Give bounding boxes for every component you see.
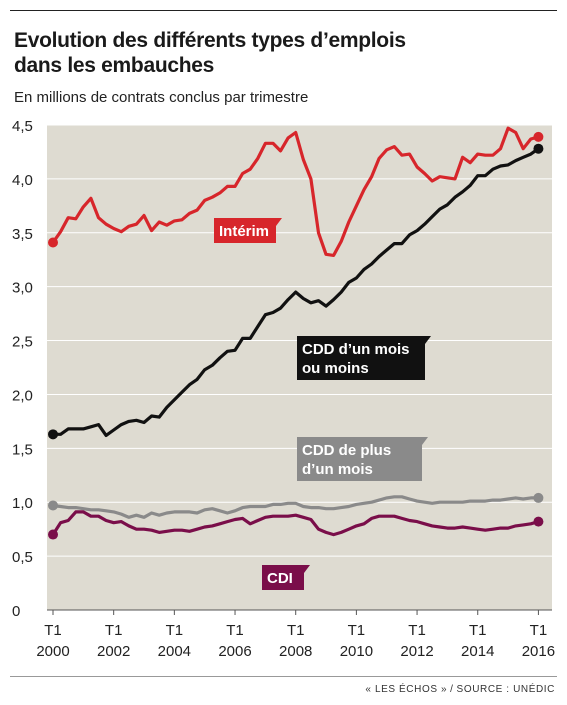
- series-label-interim: Intérim: [219, 223, 269, 240]
- chart-subtitle: En millions de contrats conclus par trim…: [14, 89, 309, 106]
- chart-title: Evolution des différents types d’emplois…: [14, 28, 544, 78]
- y-tick-label: 1,0: [12, 495, 33, 512]
- series-label-cdd-long: d’un mois: [302, 461, 373, 478]
- x-tick-year-label: 2012: [400, 643, 433, 660]
- y-tick-label: 0,5: [12, 549, 33, 566]
- series-endpoint-cdd-short: [533, 143, 544, 154]
- y-tick-label: 2,5: [12, 334, 33, 351]
- y-tick-label: 4,5: [12, 118, 33, 135]
- y-tick-label: 1,5: [12, 441, 33, 458]
- x-tick-year-label: 2008: [279, 643, 312, 660]
- credit-text: « LES ÉCHOS »: [365, 684, 448, 695]
- series-label-notch-interim: [276, 218, 282, 226]
- series-endpoint-interim: [48, 237, 58, 248]
- x-tick-year-label: 2010: [340, 643, 373, 660]
- series-label-cdi: CDI: [267, 570, 293, 587]
- source-text: SOURCE : UNÉDIC: [456, 684, 555, 695]
- x-tick-year-label: 2000: [36, 643, 69, 660]
- x-tick-year-label: 2016: [522, 643, 555, 660]
- series-endpoint-cdd-long: [48, 500, 58, 511]
- x-tick-quarter-label: T1: [348, 622, 366, 639]
- x-tick-quarter-label: T1: [44, 622, 62, 639]
- x-tick-quarter-label: T1: [166, 622, 184, 639]
- source-separator: /: [450, 684, 454, 695]
- bottom-rule: [10, 676, 557, 677]
- series-line-cdd-long: [51, 495, 540, 519]
- series-endpoint-cdi: [533, 516, 544, 527]
- top-rule: [10, 10, 557, 11]
- series-endpoint-interim: [533, 131, 544, 142]
- chart-title-line-1: Evolution des différents types d’emplois: [14, 29, 406, 52]
- x-tick-year-label: 2004: [158, 643, 191, 660]
- series-label-box-cdd-long: [297, 437, 422, 481]
- series-endpoint-cdi: [48, 529, 58, 540]
- x-tick-quarter-label: T1: [287, 622, 305, 639]
- x-tick-year-label: 2014: [461, 643, 494, 660]
- series-label-cdd-long: CDD de plus: [302, 442, 391, 459]
- series-label-cdd-short: CDD d’un mois: [302, 341, 410, 358]
- series-endpoint-cdd-long: [533, 492, 544, 503]
- y-tick-label: 3,0: [12, 280, 33, 297]
- series-label-notch-cdd-short: [425, 336, 431, 344]
- x-tick-year-label: 2006: [218, 643, 251, 660]
- series-line-interim: [51, 126, 540, 257]
- series-label-box-interim: [214, 218, 276, 243]
- x-tick-quarter-label: T1: [105, 622, 123, 639]
- series-label-cdd-short: ou moins: [302, 360, 369, 377]
- y-tick-label: 3,5: [12, 226, 33, 243]
- series-label-notch-cdd-long: [422, 437, 428, 445]
- series-label-box-cdi: [262, 565, 304, 590]
- x-tick-quarter-label: T1: [408, 622, 426, 639]
- y-tick-label: 0: [12, 603, 20, 620]
- x-tick-quarter-label: T1: [226, 622, 244, 639]
- x-tick-quarter-label: T1: [469, 622, 487, 639]
- series-label-box-cdd-short: [297, 336, 425, 380]
- series-line-cdd-short: [51, 147, 540, 437]
- series-label-notch-cdi: [304, 565, 310, 573]
- y-tick-label: 2,0: [12, 387, 33, 404]
- y-tick-label: 4,0: [12, 172, 33, 189]
- source-note: « LES ÉCHOS » / SOURCE : UNÉDIC: [365, 684, 555, 695]
- chart-title-line-2: dans les embauches: [14, 54, 215, 77]
- x-tick-year-label: 2002: [97, 643, 130, 660]
- series-line-cdi: [51, 510, 540, 537]
- series-endpoint-cdd-short: [48, 429, 58, 440]
- x-tick-quarter-label: T1: [530, 622, 548, 639]
